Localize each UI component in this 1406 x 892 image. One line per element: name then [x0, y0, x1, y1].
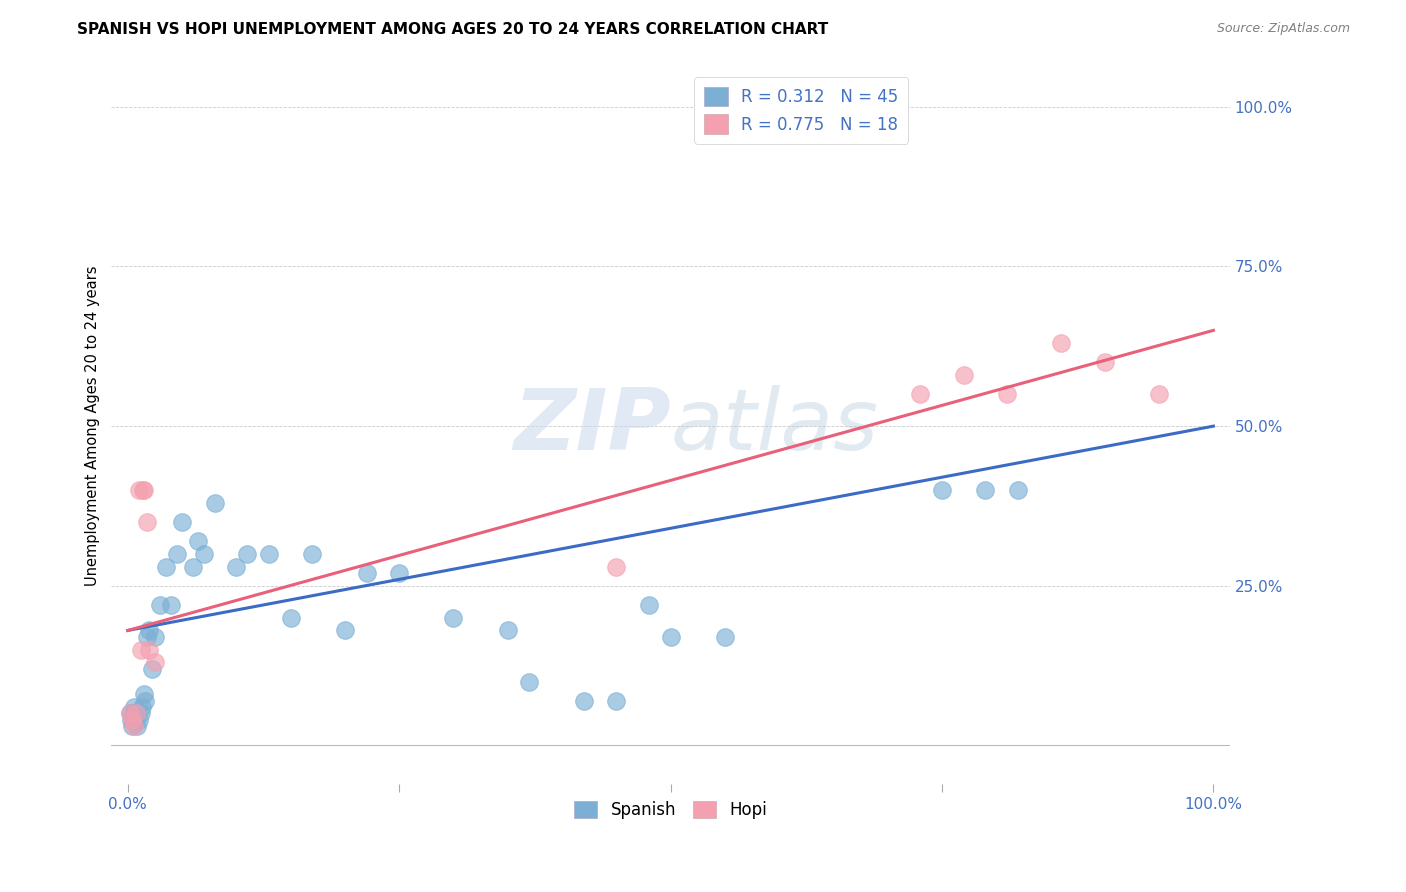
Point [138, 624, 160, 638]
Point [181, 559, 204, 574]
Point [496, 624, 519, 638]
Legend: Spanish, Hopi: Spanish, Hopi [567, 794, 773, 825]
Point [257, 547, 280, 561]
Point [301, 547, 323, 561]
Point [125, 706, 148, 721]
Point [138, 642, 160, 657]
Text: Source: ZipAtlas.com: Source: ZipAtlas.com [1216, 22, 1350, 36]
Point [170, 515, 193, 529]
Point [952, 368, 974, 382]
Point [121, 719, 143, 733]
Point [280, 610, 302, 624]
Point [128, 483, 150, 497]
Point [121, 713, 143, 727]
Point [572, 694, 595, 708]
Point [605, 559, 627, 574]
Point [128, 713, 150, 727]
Point [187, 534, 209, 549]
Point [236, 547, 259, 561]
Point [225, 559, 247, 574]
Point [333, 624, 356, 638]
Point [714, 630, 737, 644]
Point [131, 700, 153, 714]
Point [132, 687, 155, 701]
Point [122, 706, 145, 721]
Point [388, 566, 411, 580]
Point [118, 706, 141, 721]
Point [1094, 355, 1116, 369]
Point [125, 706, 148, 721]
Point [931, 483, 953, 497]
Point [141, 662, 163, 676]
Point [136, 515, 159, 529]
Point [193, 547, 215, 561]
Point [1007, 483, 1029, 497]
Point [356, 566, 378, 580]
Point [1050, 336, 1073, 351]
Point [605, 694, 627, 708]
Point [995, 387, 1018, 401]
Point [132, 483, 155, 497]
Point [160, 598, 183, 612]
Point [120, 713, 142, 727]
Point [143, 630, 166, 644]
Point [155, 559, 177, 574]
Text: SPANISH VS HOPI UNEMPLOYMENT AMONG AGES 20 TO 24 YEARS CORRELATION CHART: SPANISH VS HOPI UNEMPLOYMENT AMONG AGES … [77, 22, 828, 37]
Point [129, 642, 152, 657]
Y-axis label: Unemployment Among Ages 20 to 24 years: Unemployment Among Ages 20 to 24 years [86, 266, 100, 586]
Point [149, 598, 172, 612]
Text: atlas: atlas [671, 384, 879, 467]
Point [118, 706, 141, 721]
Point [129, 706, 152, 721]
Point [122, 719, 145, 733]
Point [1147, 387, 1170, 401]
Point [659, 630, 682, 644]
Point [204, 496, 226, 510]
Point [441, 610, 464, 624]
Point [910, 387, 932, 401]
Point [143, 656, 166, 670]
Point [166, 547, 188, 561]
Text: ZIP: ZIP [513, 384, 671, 467]
Point [132, 483, 155, 497]
Point [974, 483, 997, 497]
Point [134, 694, 156, 708]
Point [127, 719, 149, 733]
Point [637, 598, 659, 612]
Point [124, 713, 146, 727]
Point [122, 700, 145, 714]
Point [136, 630, 159, 644]
Point [519, 674, 541, 689]
